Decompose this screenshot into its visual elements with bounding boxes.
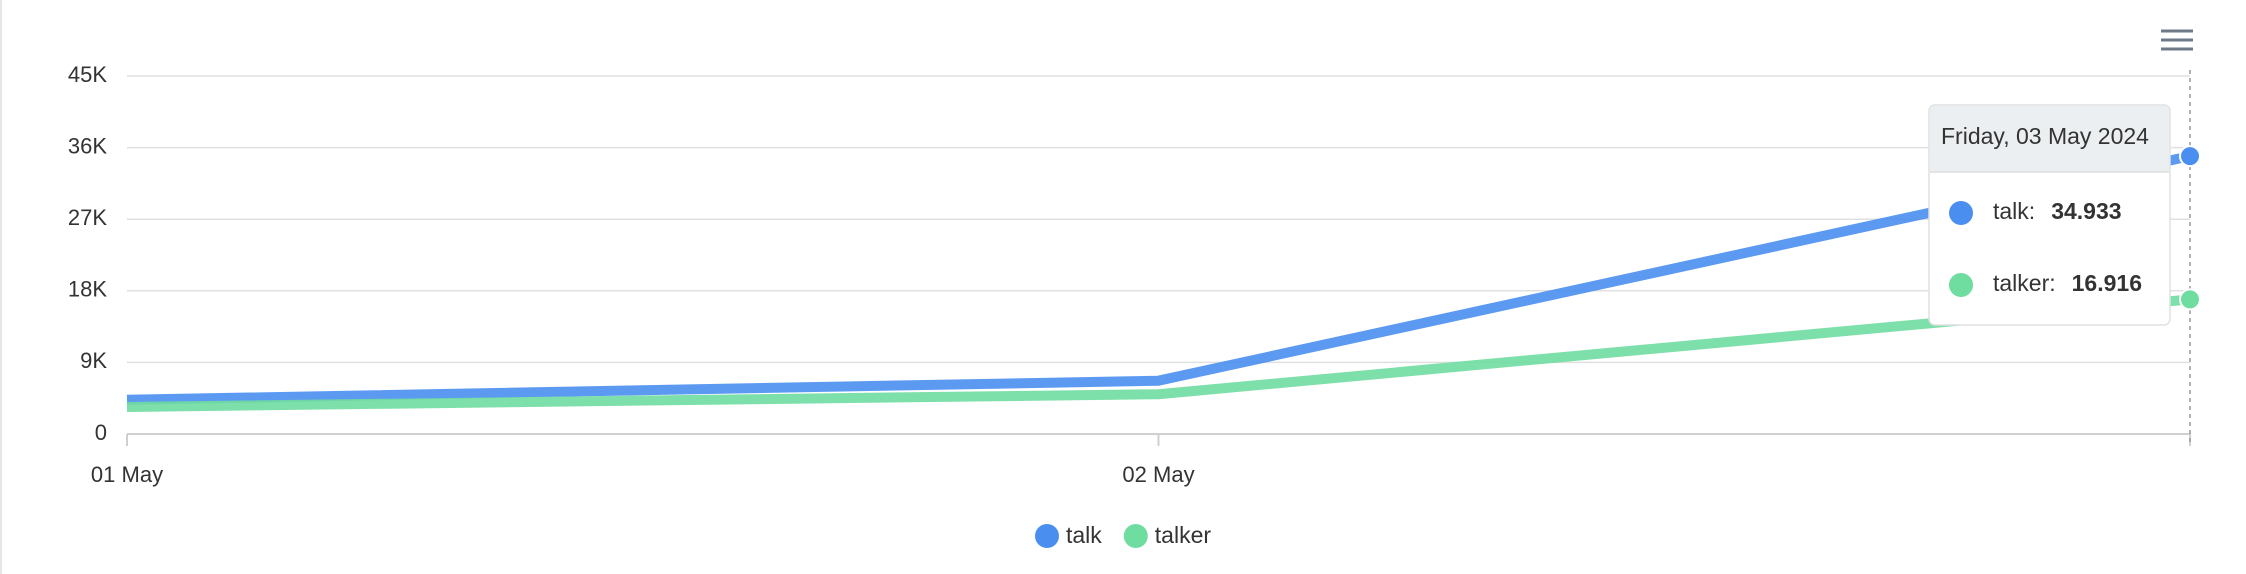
tooltip-header-bg <box>1929 105 2170 172</box>
tooltip-name: talker: <box>1993 270 2056 296</box>
legend-label: talker <box>1155 522 1212 548</box>
legend: talk talker <box>1035 522 1211 548</box>
tooltip-value: 16.916 <box>2072 270 2142 296</box>
menu-icon[interactable] <box>2161 29 2193 51</box>
tooltip-name: talk: <box>1993 198 2035 224</box>
x-tick-label: 01 May <box>91 462 163 487</box>
y-tick-label: 18K <box>68 277 107 302</box>
tooltip-marker <box>1949 201 1973 225</box>
x-tick-label: 02 May <box>1122 462 1194 487</box>
legend-item[interactable]: talker <box>1123 522 1212 548</box>
tooltip-title: Friday, 03 May 2024 <box>1941 123 2149 149</box>
y-tick-label: 45K <box>68 62 107 87</box>
series-line <box>126 151 2192 405</box>
y-tick-label: 9K <box>80 348 107 373</box>
y-tick-label: 36K <box>68 133 107 158</box>
hover-marker <box>2179 145 2201 168</box>
y-tick-label: 0 <box>95 420 107 445</box>
legend-marker <box>1123 524 1148 548</box>
tooltip-value: 34.933 <box>2051 198 2121 224</box>
tooltip: Friday, 03 May 2024 talk: 34.933 talker: 16.… <box>1928 104 2171 326</box>
series-line <box>126 294 2191 412</box>
tooltip-marker <box>1949 273 1973 297</box>
hover-marker <box>2179 288 2201 311</box>
legend-label: talk <box>1066 522 1102 548</box>
legend-marker <box>1035 524 1059 548</box>
legend-item[interactable]: talk <box>1035 522 1102 548</box>
y-tick-label: 27K <box>68 205 107 230</box>
